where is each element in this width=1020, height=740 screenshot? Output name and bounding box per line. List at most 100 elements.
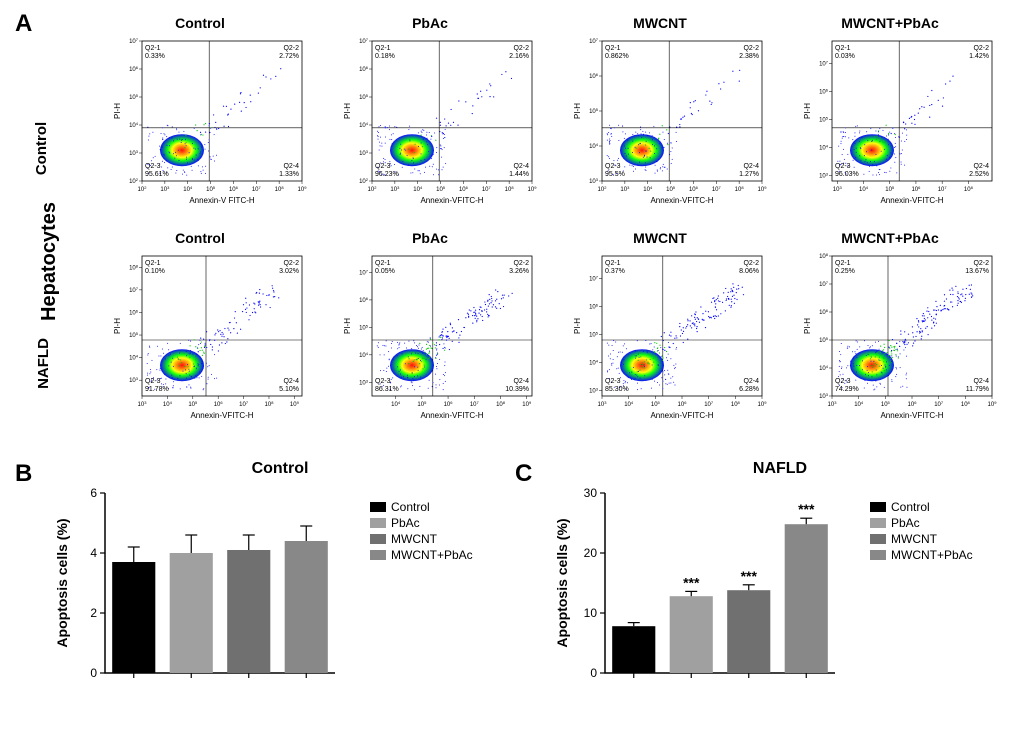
svg-text:104: 104: [624, 400, 634, 409]
bar-chart-b: 0246Apoptosis cells (%): [50, 483, 370, 713]
panel-b: B Control 0246Apoptosis cells (%) Contro…: [10, 460, 510, 730]
svg-text:105: 105: [885, 185, 895, 194]
svg-text:2.38%: 2.38%: [739, 53, 759, 60]
svg-text:103: 103: [819, 392, 829, 401]
svg-text:107: 107: [252, 185, 262, 194]
svg-text:Q2-4: Q2-4: [973, 378, 989, 385]
flow-svg: Q2-10.33%Q2-22.72%Q2-395.61%Q2-41.33%102…: [110, 33, 310, 213]
svg-text:106: 106: [678, 400, 688, 409]
svg-text:Annexin-VFITC-H: Annexin-VFITC-H: [190, 411, 253, 420]
svg-text:96.23%: 96.23%: [375, 171, 399, 178]
svg-text:109: 109: [290, 400, 300, 409]
svg-text:109: 109: [758, 400, 768, 409]
svg-text:108: 108: [964, 185, 974, 194]
bar: [785, 524, 828, 673]
svg-text:106: 106: [359, 295, 369, 304]
svg-text:103: 103: [129, 149, 139, 158]
svg-text:3.26%: 3.26%: [509, 268, 529, 275]
svg-text:104: 104: [819, 143, 829, 152]
svg-text:Q2-4: Q2-4: [743, 163, 759, 170]
svg-text:106: 106: [589, 72, 599, 81]
svg-text:105: 105: [666, 185, 676, 194]
svg-text:2.72%: 2.72%: [279, 53, 299, 60]
svg-text:103: 103: [160, 185, 170, 194]
svg-text:Q2-3: Q2-3: [605, 378, 621, 385]
legend-item: Control: [370, 500, 473, 514]
svg-text:Q2-4: Q2-4: [513, 378, 529, 385]
panel-bc-row: B Control 0246Apoptosis cells (%) Contro…: [10, 460, 1010, 730]
svg-text:74.29%: 74.29%: [835, 386, 859, 393]
svg-text:13.67%: 13.67%: [965, 268, 989, 275]
svg-text:Q2-2: Q2-2: [513, 260, 529, 267]
legend-item: MWCNT: [870, 532, 973, 546]
svg-text:103: 103: [138, 400, 148, 409]
legend-label: PbAc: [391, 516, 420, 530]
svg-text:0.862%: 0.862%: [605, 53, 629, 60]
svg-text:105: 105: [359, 93, 369, 102]
svg-text:6: 6: [90, 486, 97, 500]
svg-text:PI-H: PI-H: [113, 103, 122, 119]
row-labels: Hepatocytes Control NAFLD: [20, 60, 60, 440]
svg-text:106: 106: [129, 65, 139, 74]
svg-text:Q2-3: Q2-3: [835, 163, 851, 170]
svg-text:104: 104: [413, 185, 423, 194]
svg-text:103: 103: [359, 149, 369, 158]
svg-text:91.78%: 91.78%: [145, 386, 169, 393]
svg-text:107: 107: [129, 285, 139, 294]
svg-text:103: 103: [620, 185, 630, 194]
svg-text:Q2-1: Q2-1: [605, 45, 621, 52]
svg-text:Q2-3: Q2-3: [835, 378, 851, 385]
svg-text:106: 106: [359, 65, 369, 74]
svg-text:107: 107: [589, 37, 599, 46]
panel-b-label: B: [15, 460, 32, 488]
flow-svg: Q2-10.18%Q2-22.16%Q2-396.23%Q2-41.44%102…: [340, 33, 540, 213]
hepatocytes-label: Hepatocytes: [38, 202, 61, 321]
svg-text:105: 105: [129, 93, 139, 102]
legend-label: MWCNT: [391, 532, 437, 546]
svg-text:105: 105: [359, 323, 369, 332]
svg-text:6.28%: 6.28%: [739, 386, 759, 393]
svg-text:108: 108: [275, 185, 285, 194]
svg-text:103: 103: [833, 185, 843, 194]
svg-text:Annexin-VFITC-H: Annexin-VFITC-H: [880, 411, 943, 420]
svg-text:108: 108: [129, 263, 139, 272]
svg-text:106: 106: [459, 185, 469, 194]
flow-plot-title: Control: [90, 15, 310, 31]
svg-text:Annexin-VFITC-H: Annexin-VFITC-H: [880, 196, 943, 205]
svg-text:85.30%: 85.30%: [605, 386, 629, 393]
svg-text:0.37%: 0.37%: [605, 268, 625, 275]
svg-text:Q2-2: Q2-2: [973, 45, 989, 52]
svg-text:Annexin-VFITC-H: Annexin-VFITC-H: [420, 196, 483, 205]
panel-a-label: A: [15, 10, 32, 38]
svg-text:104: 104: [359, 350, 369, 359]
svg-text:Q2-2: Q2-2: [973, 260, 989, 267]
svg-text:108: 108: [731, 400, 741, 409]
svg-text:86.31%: 86.31%: [375, 386, 399, 393]
svg-text:0.10%: 0.10%: [145, 268, 165, 275]
svg-text:PI-H: PI-H: [573, 103, 582, 119]
svg-text:Q2-2: Q2-2: [743, 260, 759, 267]
svg-text:106: 106: [214, 400, 224, 409]
svg-text:2: 2: [90, 606, 97, 620]
legend-swatch: [370, 550, 386, 560]
svg-text:107: 107: [704, 400, 714, 409]
svg-text:96.03%: 96.03%: [835, 171, 859, 178]
svg-text:Q2-1: Q2-1: [605, 260, 621, 267]
legend-item: MWCNT+PbAc: [370, 548, 473, 562]
svg-text:Q2-3: Q2-3: [375, 163, 391, 170]
svg-text:102: 102: [598, 185, 608, 194]
svg-text:102: 102: [359, 177, 369, 186]
svg-text:106: 106: [129, 308, 139, 317]
legend-item: MWCNT+PbAc: [870, 548, 973, 562]
svg-text:PI-H: PI-H: [803, 318, 812, 334]
svg-text:107: 107: [712, 185, 722, 194]
svg-text:109: 109: [758, 185, 768, 194]
svg-text:106: 106: [444, 400, 454, 409]
legend-swatch: [870, 534, 886, 544]
svg-text:0: 0: [590, 666, 597, 680]
svg-text:8.06%: 8.06%: [739, 268, 759, 275]
svg-text:Q2-4: Q2-4: [743, 378, 759, 385]
svg-text:109: 109: [528, 185, 538, 194]
svg-text:104: 104: [854, 400, 864, 409]
flow-plot-title: MWCNT+PbAc: [780, 230, 1000, 246]
